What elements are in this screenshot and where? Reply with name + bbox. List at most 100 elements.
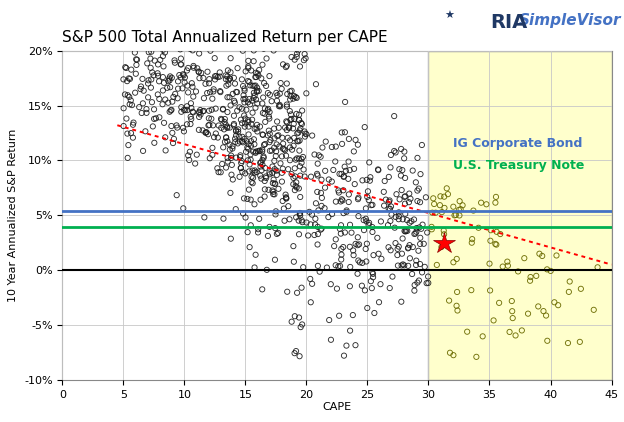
Point xyxy=(271,89,281,96)
Point xyxy=(194,114,204,120)
Point xyxy=(249,136,259,143)
Point xyxy=(123,154,133,161)
Point xyxy=(215,88,225,95)
Point xyxy=(194,108,204,115)
Point xyxy=(200,214,210,221)
Point xyxy=(295,163,305,170)
Point xyxy=(563,340,573,346)
Point xyxy=(306,299,316,306)
Point xyxy=(132,62,142,68)
Point xyxy=(284,124,294,131)
Point xyxy=(160,96,170,103)
Point xyxy=(306,221,316,228)
Point xyxy=(255,163,265,170)
Point xyxy=(285,157,295,164)
Point xyxy=(295,212,305,219)
Point xyxy=(314,152,324,159)
Point xyxy=(170,60,180,66)
Point xyxy=(408,243,418,250)
Point xyxy=(232,154,241,161)
Point xyxy=(336,246,346,252)
Point xyxy=(244,96,254,103)
Point xyxy=(186,113,196,120)
Point xyxy=(252,87,262,94)
Point xyxy=(245,101,255,108)
Point xyxy=(186,116,196,122)
Point xyxy=(150,57,160,64)
Point xyxy=(159,79,169,86)
Point xyxy=(178,205,188,212)
Point xyxy=(254,215,264,222)
Point xyxy=(226,235,236,242)
Point xyxy=(337,141,347,147)
Point xyxy=(119,123,129,130)
Point xyxy=(404,242,414,249)
Point xyxy=(183,89,193,96)
Point xyxy=(417,142,427,149)
Point xyxy=(389,148,399,154)
Point xyxy=(215,69,225,76)
Point xyxy=(362,241,372,247)
Point xyxy=(335,262,345,269)
Point xyxy=(539,308,548,314)
Point xyxy=(270,257,280,263)
Point xyxy=(359,216,369,223)
Point xyxy=(164,45,174,51)
Point xyxy=(240,123,250,130)
Point xyxy=(400,200,410,207)
Point xyxy=(399,227,409,234)
Point xyxy=(263,89,273,96)
Point xyxy=(215,73,225,80)
Point xyxy=(204,80,214,87)
Point xyxy=(313,172,323,179)
Point xyxy=(158,46,168,53)
Point xyxy=(510,332,520,339)
Point xyxy=(344,191,354,198)
Point xyxy=(261,55,271,62)
Point xyxy=(205,47,215,54)
Point xyxy=(513,268,523,275)
Point xyxy=(195,75,205,81)
Point xyxy=(316,226,326,233)
Point xyxy=(374,250,384,257)
Point xyxy=(422,280,432,287)
Point xyxy=(286,54,296,60)
Point xyxy=(225,189,235,196)
Point xyxy=(195,111,205,118)
Point xyxy=(256,167,266,173)
Point xyxy=(173,85,183,92)
Point xyxy=(160,147,170,154)
Point xyxy=(281,152,291,159)
Point xyxy=(170,57,180,64)
Point xyxy=(265,169,275,176)
Point xyxy=(275,103,285,110)
Point xyxy=(200,129,210,136)
Point xyxy=(158,74,168,81)
Point xyxy=(153,73,163,79)
Point xyxy=(241,149,251,155)
Point xyxy=(285,108,295,114)
Point xyxy=(244,186,254,193)
Point xyxy=(289,135,299,141)
Point xyxy=(204,122,214,128)
Point xyxy=(164,75,174,82)
Point xyxy=(268,180,278,187)
Point xyxy=(290,313,300,319)
Point xyxy=(154,95,164,102)
Point xyxy=(286,111,296,118)
Point xyxy=(396,298,406,305)
Point xyxy=(218,144,228,151)
Point xyxy=(167,98,177,105)
Point xyxy=(255,147,265,154)
Point xyxy=(332,285,342,292)
Point xyxy=(386,151,396,158)
Point xyxy=(207,144,217,151)
Point xyxy=(376,281,386,287)
Point xyxy=(225,75,235,82)
Point xyxy=(291,111,301,117)
Point xyxy=(186,100,196,107)
Point xyxy=(282,62,292,69)
Point xyxy=(182,103,192,110)
Point xyxy=(435,202,445,208)
Point xyxy=(357,282,367,289)
